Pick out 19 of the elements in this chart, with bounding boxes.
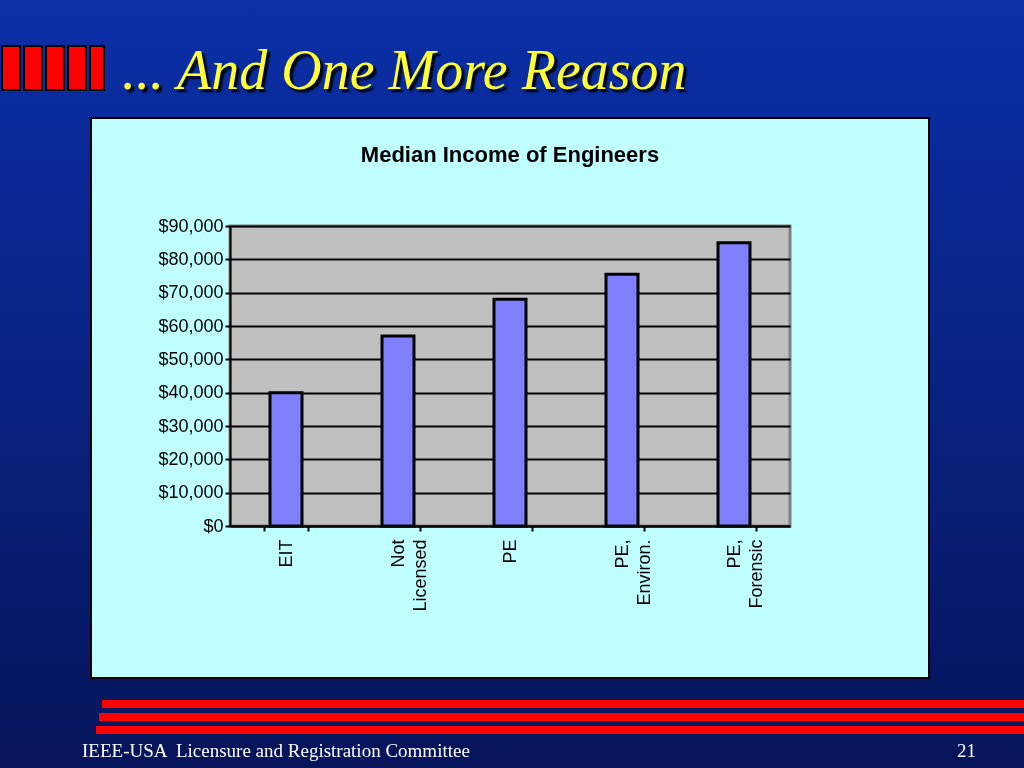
y-tick-label: $80,000 [158,248,224,269]
chart-subtitle: Median Income of Engineers [360,142,660,167]
chart-title: ... And One More Reason [122,38,687,102]
y-tick-label: $50,000 [158,348,224,369]
x-tick-label: Not Licensed [387,539,430,612]
x-tick-label: PE, Environ. [611,539,654,606]
x-tick-label: PE [499,539,520,564]
y-tick-label: $20,000 [158,448,224,469]
y-tick-label: $0 [203,515,224,536]
y-tick-label: $30,000 [158,415,224,436]
y-tick-label: $40,000 [158,382,224,403]
text: 21 [957,740,976,762]
x-tick-label: PE, Forensic [723,539,766,609]
y-tick-label: $70,000 [158,282,224,303]
text: IEEE-USA Licensure and Registration Committee [82,740,470,762]
y-tick-label: $10,000 [158,482,224,503]
x-tick-label: EIT [275,539,296,568]
y-tick-label: $90,000 [158,215,224,236]
y-tick-label: $60,000 [158,315,224,336]
